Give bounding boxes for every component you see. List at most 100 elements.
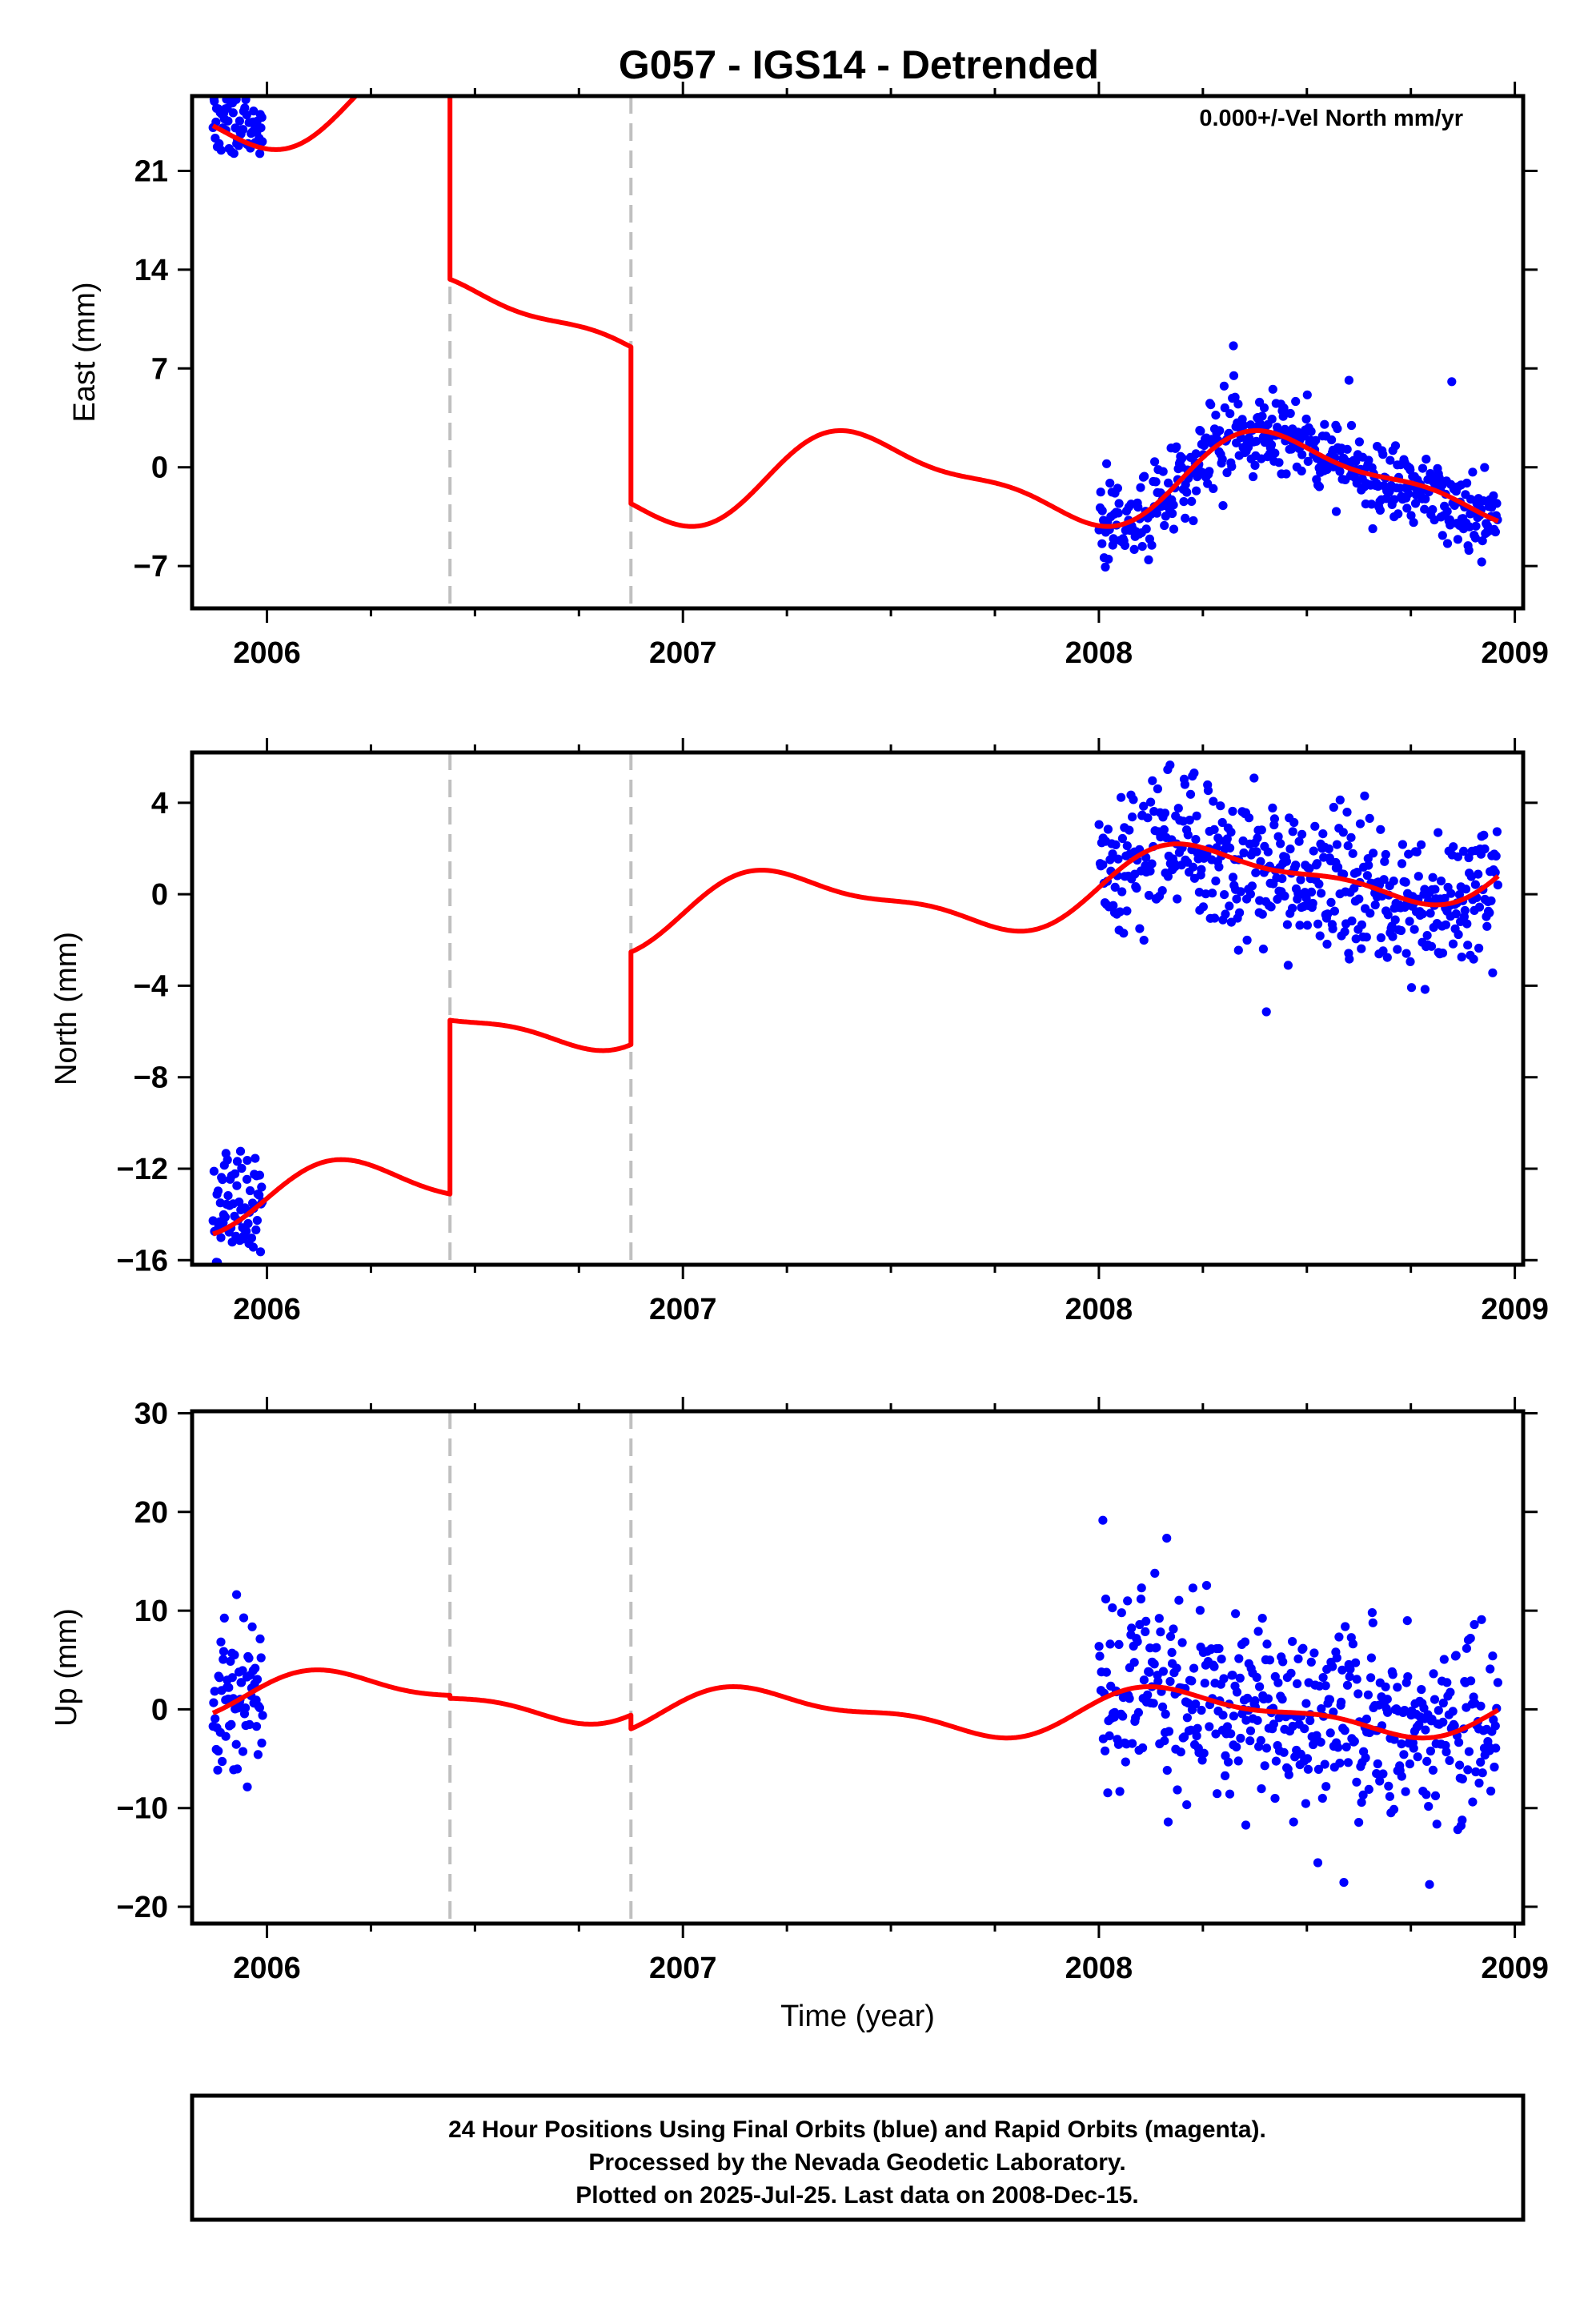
- east-data-point: [1113, 508, 1123, 518]
- north-data-point: [1345, 954, 1354, 964]
- up-data-point: [1366, 1673, 1376, 1683]
- east-data-point: [1389, 495, 1399, 504]
- east-data-point: [215, 86, 223, 94]
- up-data-point: [1209, 1662, 1219, 1671]
- north-data-point: [1245, 889, 1255, 899]
- up-data-point: [1189, 1663, 1199, 1673]
- north-data-point: [1211, 877, 1221, 886]
- east-data-point: [1297, 450, 1307, 459]
- north-data-point: [1492, 827, 1502, 837]
- north-data-point: [1426, 909, 1435, 918]
- up-data-point: [1424, 1802, 1434, 1811]
- up-data-point: [1138, 1743, 1148, 1753]
- east-data-point: [1274, 458, 1284, 467]
- north-data-point: [1165, 760, 1175, 770]
- east-data-point: [1478, 536, 1487, 546]
- up-data-point: [1288, 1637, 1297, 1647]
- up-data-point: [1101, 1667, 1111, 1677]
- up-data-point: [1389, 1804, 1399, 1814]
- up-data-point: [1289, 1817, 1298, 1827]
- north-data-point: [1369, 849, 1378, 858]
- up-data-point: [243, 1782, 252, 1791]
- up-data-point: [255, 1703, 264, 1712]
- north-data-point: [1306, 887, 1317, 897]
- east-data-point: [1096, 487, 1105, 497]
- east-data-point: [1492, 499, 1502, 508]
- north-data-point: [1446, 889, 1456, 898]
- north-data-point: [1376, 824, 1385, 834]
- footer-line-1: 24 Hour Positions Using Final Orbits (bl…: [448, 2116, 1266, 2143]
- up-data-points: [208, 1515, 1502, 1889]
- east-data-point: [210, 97, 219, 106]
- north-data-point: [235, 1146, 246, 1156]
- east-y-tick-label: 21: [134, 154, 168, 188]
- north-data-point: [1402, 949, 1411, 958]
- north-data-point: [1185, 815, 1194, 825]
- up-data-point: [1158, 1702, 1168, 1711]
- up-data-point: [247, 1622, 257, 1631]
- east-data-point: [1342, 444, 1352, 454]
- north-data-point: [1197, 865, 1206, 874]
- up-data-point: [1430, 1695, 1440, 1704]
- up-x-tick-label: 2009: [1481, 1952, 1549, 1985]
- up-data-point: [1257, 1784, 1266, 1794]
- up-data-point: [1156, 1627, 1165, 1637]
- north-data-point: [1493, 881, 1502, 890]
- north-data-point: [1132, 884, 1141, 893]
- north-data-point: [1189, 768, 1199, 778]
- up-data-point: [218, 1756, 227, 1767]
- east-data-point: [1249, 471, 1258, 482]
- north-data-point: [1461, 885, 1471, 894]
- north-data-point: [1122, 841, 1132, 851]
- north-data-point: [1474, 902, 1485, 912]
- north-y-tick-label: 0: [151, 878, 168, 912]
- east-data-point: [234, 141, 243, 150]
- up-data-point: [1191, 1699, 1201, 1709]
- north-data-point: [209, 1166, 219, 1176]
- north-data-point: [1326, 897, 1336, 907]
- up-data-point: [1293, 1654, 1303, 1663]
- east-data-point: [1490, 527, 1500, 537]
- up-data-point: [1257, 1614, 1267, 1623]
- up-data-point: [1165, 1676, 1175, 1687]
- up-data-point: [1161, 1709, 1170, 1719]
- up-data-point: [1231, 1609, 1241, 1619]
- east-data-point: [1278, 411, 1288, 421]
- up-data-point: [213, 1765, 223, 1775]
- up-data-point: [1470, 1619, 1479, 1630]
- north-data-point: [1273, 832, 1283, 841]
- east-data-point: [241, 60, 250, 69]
- up-y-axis-label: Up (mm): [50, 1608, 83, 1727]
- up-data-point: [1129, 1658, 1139, 1667]
- north-data-point: [223, 1155, 232, 1165]
- north-y-tick-label: −12: [117, 1153, 168, 1186]
- north-data-point: [218, 1175, 227, 1185]
- north-data-point: [1343, 841, 1353, 851]
- north-data-point: [1103, 824, 1113, 834]
- up-data-point: [1446, 1687, 1455, 1697]
- east-data-point: [1320, 419, 1329, 429]
- up-data-point: [1341, 1742, 1351, 1751]
- up-data-point: [1402, 1616, 1412, 1626]
- up-data-point: [230, 1650, 239, 1659]
- north-data-point: [1354, 894, 1364, 904]
- up-data-point: [1234, 1654, 1244, 1663]
- up-data-point: [1279, 1747, 1289, 1757]
- north-data-point: [1268, 803, 1277, 813]
- up-data-point: [1317, 1793, 1327, 1803]
- up-data-point: [1195, 1606, 1205, 1615]
- up-data-point: [1108, 1603, 1117, 1613]
- up-data-point: [1325, 1695, 1334, 1704]
- east-data-point: [1375, 505, 1385, 516]
- north-data-point: [1406, 957, 1415, 966]
- north-data-point: [1332, 840, 1341, 849]
- up-data-point: [1256, 1735, 1265, 1745]
- up-data-point: [1358, 1790, 1368, 1799]
- north-data-point: [1310, 821, 1320, 831]
- up-data-point: [1118, 1711, 1128, 1721]
- up-data-point: [1286, 1668, 1296, 1678]
- north-data-point: [1434, 828, 1443, 837]
- up-data-point: [1183, 1699, 1193, 1708]
- up-data-point: [1316, 1737, 1325, 1747]
- east-data-point: [1141, 524, 1151, 534]
